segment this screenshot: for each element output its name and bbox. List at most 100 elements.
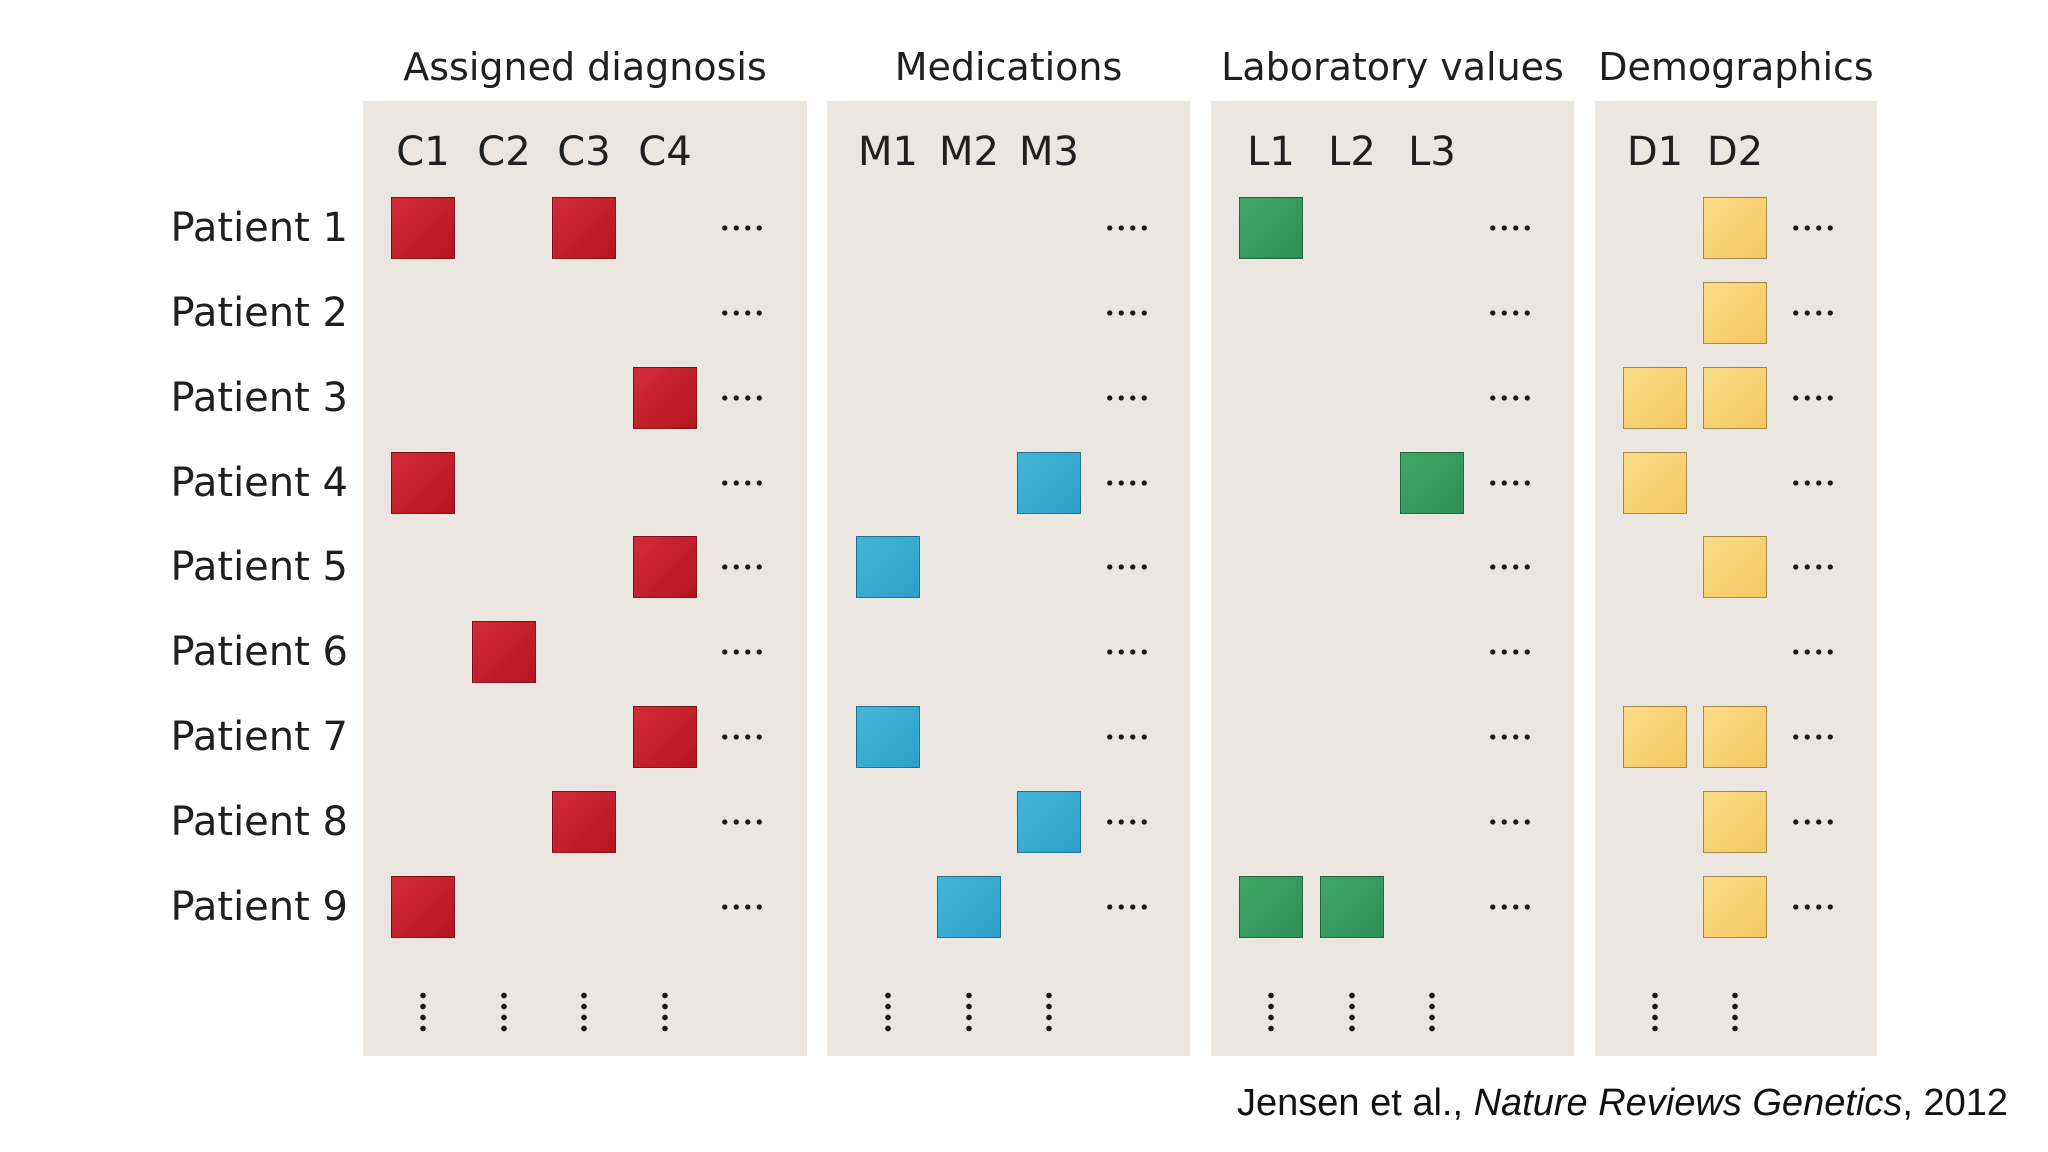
cell-demo-d2	[1703, 791, 1767, 853]
cell-diagnosis-c3	[552, 791, 616, 853]
cell-demo-d1	[1623, 367, 1687, 429]
row-label-patient-3: Patient 3	[170, 375, 348, 421]
column-label-m1: M1	[858, 129, 918, 175]
column-label-c1: C1	[396, 129, 450, 175]
cell-demo-d2	[1703, 706, 1767, 768]
cell-demo-d2	[1703, 282, 1767, 344]
horizontal-ellipsis	[719, 395, 765, 401]
horizontal-ellipsis	[719, 904, 765, 910]
horizontal-ellipsis	[1487, 904, 1533, 910]
horizontal-ellipsis	[1790, 395, 1836, 401]
group-title-medication: Medications	[894, 45, 1123, 89]
vertical-ellipsis-d1	[1651, 990, 1659, 1034]
cell-demo-d2	[1703, 536, 1767, 598]
horizontal-ellipsis	[1487, 225, 1533, 231]
horizontal-ellipsis	[1790, 649, 1836, 655]
horizontal-ellipsis	[1104, 564, 1150, 570]
horizontal-ellipsis	[719, 649, 765, 655]
horizontal-ellipsis	[1790, 310, 1836, 316]
vertical-ellipsis-l2	[1348, 990, 1356, 1034]
vertical-ellipsis-m3	[1045, 990, 1053, 1034]
vertical-ellipsis-c1	[419, 990, 427, 1034]
group-title-demo: Demographics	[1598, 45, 1874, 89]
citation-authors: Jensen et al.,	[1237, 1082, 1474, 1124]
column-label-m2: M2	[939, 129, 999, 175]
cell-medication-m1	[856, 536, 920, 598]
horizontal-ellipsis	[719, 310, 765, 316]
column-label-l3: L3	[1408, 129, 1456, 175]
horizontal-ellipsis	[1487, 734, 1533, 740]
horizontal-ellipsis	[1104, 395, 1150, 401]
cell-lab-l2	[1320, 876, 1384, 938]
horizontal-ellipsis	[1487, 649, 1533, 655]
cell-diagnosis-c4	[633, 706, 697, 768]
vertical-ellipsis-c4	[661, 990, 669, 1034]
horizontal-ellipsis	[1790, 564, 1836, 570]
horizontal-ellipsis	[719, 564, 765, 570]
cell-demo-d1	[1623, 452, 1687, 514]
horizontal-ellipsis	[1487, 819, 1533, 825]
group-title-diagnosis: Assigned diagnosis	[403, 45, 767, 89]
group-title-lab: Laboratory values	[1221, 45, 1564, 89]
cell-lab-l3	[1400, 452, 1464, 514]
cell-lab-l1	[1239, 197, 1303, 259]
cell-diagnosis-c1	[391, 876, 455, 938]
cell-demo-d2	[1703, 197, 1767, 259]
row-label-patient-6: Patient 6	[170, 629, 348, 675]
cell-demo-d2	[1703, 876, 1767, 938]
column-label-m3: M3	[1019, 129, 1079, 175]
citation-year: , 2012	[1902, 1082, 2008, 1124]
column-label-c4: C4	[638, 129, 692, 175]
column-label-d2: D2	[1706, 129, 1764, 175]
cell-lab-l1	[1239, 876, 1303, 938]
row-label-patient-5: Patient 5	[170, 544, 348, 590]
cell-medication-m3	[1017, 452, 1081, 514]
column-label-l1: L1	[1247, 129, 1295, 175]
cell-diagnosis-c1	[391, 452, 455, 514]
horizontal-ellipsis	[1104, 904, 1150, 910]
row-label-patient-4: Patient 4	[170, 460, 348, 506]
horizontal-ellipsis	[1104, 310, 1150, 316]
cell-demo-d1	[1623, 706, 1687, 768]
horizontal-ellipsis	[719, 819, 765, 825]
horizontal-ellipsis	[1790, 819, 1836, 825]
row-label-patient-9: Patient 9	[170, 884, 348, 930]
horizontal-ellipsis	[1790, 904, 1836, 910]
cell-diagnosis-c2	[472, 621, 536, 683]
horizontal-ellipsis	[1104, 649, 1150, 655]
cell-medication-m1	[856, 706, 920, 768]
vertical-ellipsis-c3	[580, 990, 588, 1034]
horizontal-ellipsis	[719, 734, 765, 740]
column-label-l2: L2	[1328, 129, 1376, 175]
horizontal-ellipsis	[1487, 480, 1533, 486]
vertical-ellipsis-l3	[1428, 990, 1436, 1034]
vertical-ellipsis-m1	[884, 990, 892, 1034]
horizontal-ellipsis	[1104, 480, 1150, 486]
row-label-patient-7: Patient 7	[170, 714, 348, 760]
row-label-patient-1: Patient 1	[170, 205, 348, 251]
cell-diagnosis-c4	[633, 367, 697, 429]
row-label-patient-8: Patient 8	[170, 799, 348, 845]
horizontal-ellipsis	[1104, 225, 1150, 231]
horizontal-ellipsis	[1790, 734, 1836, 740]
column-label-c3: C3	[557, 129, 611, 175]
cell-demo-d2	[1703, 367, 1767, 429]
horizontal-ellipsis	[1487, 310, 1533, 316]
horizontal-ellipsis	[1487, 395, 1533, 401]
horizontal-ellipsis	[1104, 819, 1150, 825]
vertical-ellipsis-d2	[1731, 990, 1739, 1034]
vertical-ellipsis-l1	[1267, 990, 1275, 1034]
horizontal-ellipsis	[719, 225, 765, 231]
vertical-ellipsis-c2	[500, 990, 508, 1034]
horizontal-ellipsis	[1487, 564, 1533, 570]
cell-medication-m2	[937, 876, 1001, 938]
horizontal-ellipsis	[1790, 225, 1836, 231]
citation-journal: Nature Reviews Genetics	[1473, 1082, 1903, 1124]
cell-diagnosis-c4	[633, 536, 697, 598]
horizontal-ellipsis	[1790, 480, 1836, 486]
column-label-d1: D1	[1626, 129, 1684, 175]
cell-diagnosis-c3	[552, 197, 616, 259]
horizontal-ellipsis	[719, 480, 765, 486]
citation: Jensen et al., Nature Reviews Genetics, …	[1237, 1082, 2008, 1125]
column-label-c2: C2	[477, 129, 531, 175]
